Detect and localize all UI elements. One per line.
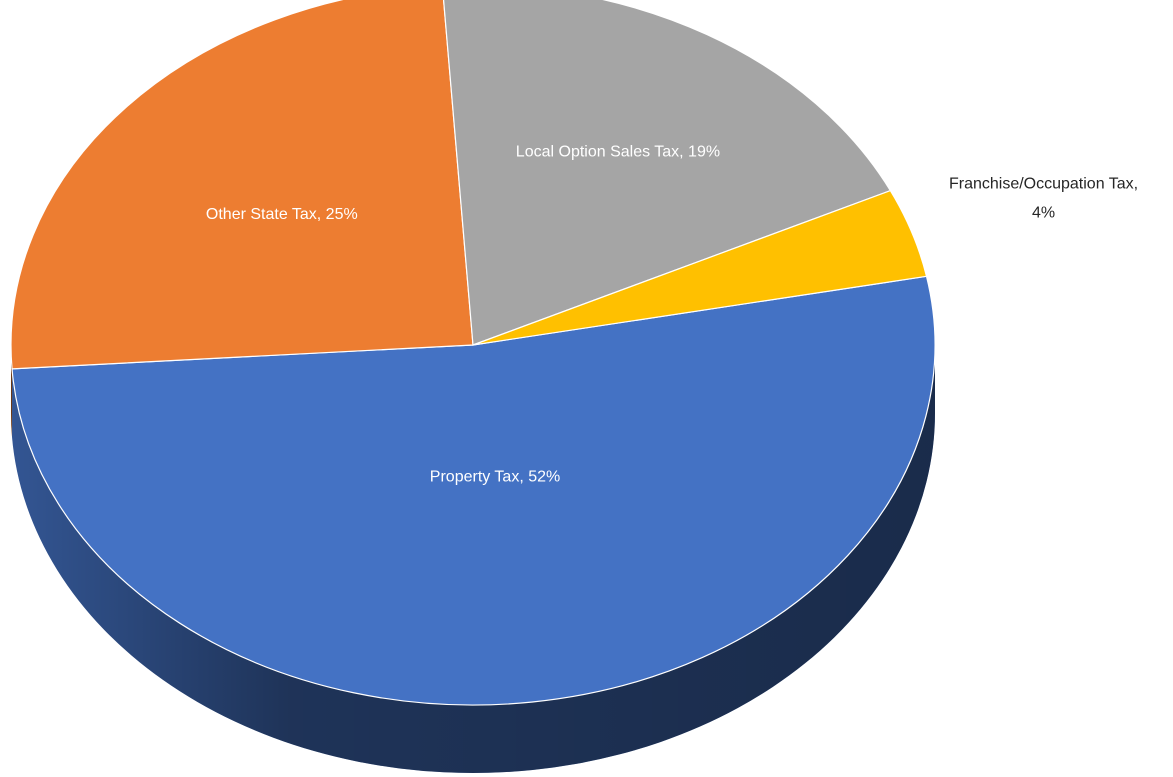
data-label: Local Option Sales Tax, 19%: [516, 144, 720, 161]
data-label: Property Tax, 52%: [430, 468, 560, 485]
data-label: Franchise/Occupation Tax, 4%: [949, 176, 1138, 222]
slice-side-shade: [12, 345, 935, 773]
data-label: Other State Tax, 25%: [206, 206, 358, 223]
slice: [10, 0, 474, 370]
slice: [442, 0, 892, 346]
data-label-line: 4%: [1032, 205, 1055, 222]
slice-side: [12, 345, 935, 773]
slice: [11, 275, 936, 706]
data-label-line: Franchise/Occupation Tax,: [949, 176, 1138, 193]
slice: [472, 189, 928, 346]
